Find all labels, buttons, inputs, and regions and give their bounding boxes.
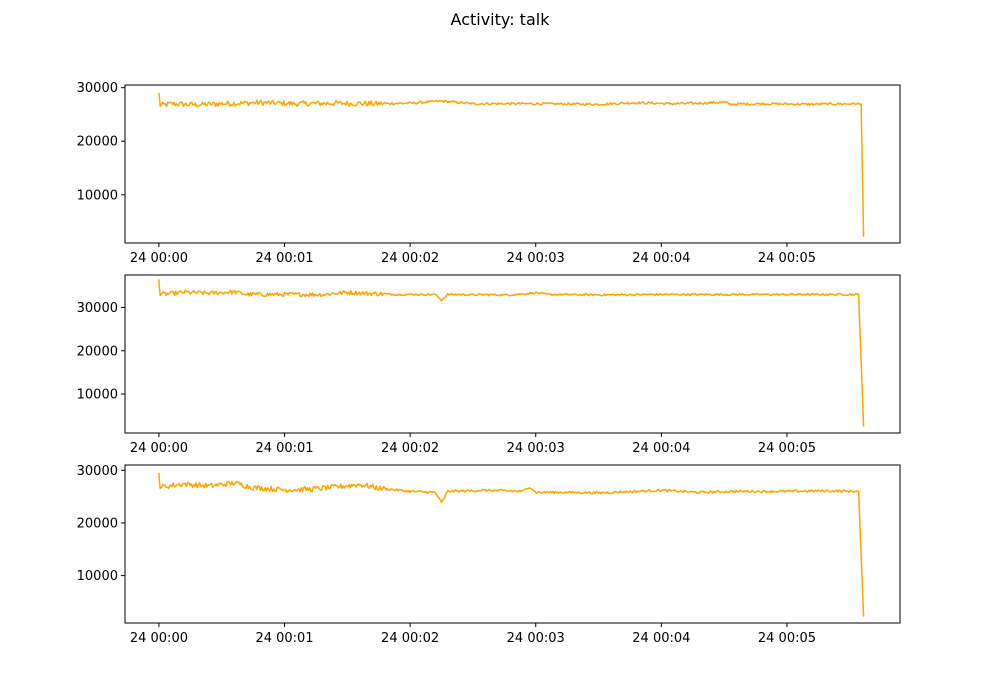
x-tick-label: 24 00:02 [381, 251, 439, 266]
x-tick-label: 24 00:00 [130, 441, 188, 456]
x-tick-label: 24 00:01 [255, 441, 313, 456]
y-tick-label: 30000 [77, 81, 118, 96]
subplot-2: 24 00:00 24 00:01 24 00:02 24 00:03 24 00:04… [77, 274, 901, 456]
y-tick-label: 10000 [77, 569, 118, 584]
x-tick-label: 24 00:00 [130, 631, 188, 646]
y-tick-label: 10000 [77, 188, 118, 203]
x-tick-label: 24 00:02 [381, 441, 439, 456]
axes-frame [124, 84, 901, 244]
x-tick-label: 24 00:01 [255, 251, 313, 266]
axes-frame [124, 464, 901, 624]
series-line [158, 92, 865, 237]
x-tick-label: 24 00:05 [758, 251, 816, 266]
axes-frame [124, 274, 901, 434]
y-tick-label: 10000 [77, 388, 118, 403]
x-tick-label: 24 00:01 [255, 631, 313, 646]
x-tick-label: 24 00:03 [507, 251, 565, 266]
x-tick-label: 24 00:04 [632, 631, 690, 646]
x-tick-label: 24 00:00 [130, 251, 188, 266]
x-tick-label: 24 00:03 [507, 441, 565, 456]
x-tick-label: 24 00:05 [758, 441, 816, 456]
x-tick-label: 24 00:05 [758, 631, 816, 646]
y-tick-label: 20000 [77, 344, 118, 359]
y-tick-label: 30000 [77, 464, 118, 479]
subplot-3: 24 00:00 24 00:01 24 00:02 24 00:03 24 00:04… [77, 464, 901, 646]
y-tick-label: 20000 [77, 135, 118, 150]
figure-title: Activity: talk [450, 10, 550, 29]
x-tick-label: 24 00:02 [381, 631, 439, 646]
y-tick-label: 30000 [77, 301, 118, 316]
series-line [158, 472, 865, 617]
subplot-1: 24 00:00 24 00:01 24 00:02 24 00:03 24 00:04… [77, 81, 901, 266]
x-tick-label: 24 00:04 [632, 251, 690, 266]
series-line [158, 279, 865, 427]
x-tick-label: 24 00:03 [507, 631, 565, 646]
x-tick-label: 24 00:04 [632, 441, 690, 456]
y-tick-label: 20000 [77, 516, 118, 531]
